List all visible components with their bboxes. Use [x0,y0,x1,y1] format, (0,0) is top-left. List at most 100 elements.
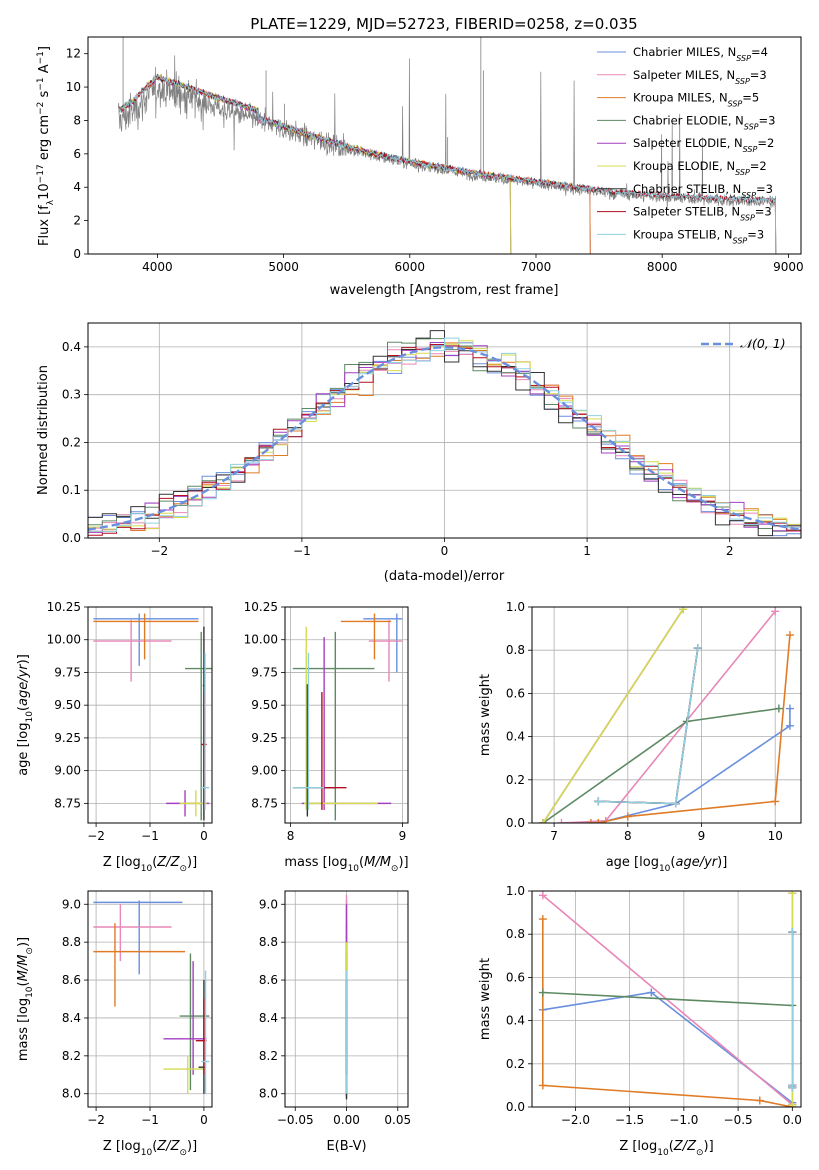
model-spectrum-3 [119,73,512,254]
panel-age_vs_mass: 8 9 8.75 9.00 9.25 9.50 9.75 10.00 10.25 mass [lo… [244,600,409,874]
y-tick-label: 0.4 [62,340,81,354]
weight-marker [538,1081,547,1090]
y-tick-label: 9.75 [251,665,278,679]
x-tick-label: −2 [150,544,168,558]
weight-marker [594,797,603,806]
y-tick-label: 10.00 [47,633,81,647]
weight-marker [693,644,702,653]
x-tick-label: −1.5 [615,1113,644,1127]
legend-entry: Kroupa ELODIE, NSSP=2 [633,159,767,177]
weight-marker [788,928,797,937]
weight-series-3 [538,988,797,1010]
y-tick-label: 0.6 [506,970,525,984]
y-tick-label: 9.00 [54,764,81,778]
y-tick-label: 2 [73,214,81,228]
y-tick-label: 9.50 [251,698,278,712]
legend-entry: Chabrier MILES, NSSP=4 [633,45,768,63]
legend: Chabrier MILES, NSSP=4 Salpeter MILES, NS… [597,45,775,245]
plot-area-age_vs_Z [93,613,212,821]
x-axis-label: E(B-V) [326,1139,366,1154]
x-axis-label: mass [log10(M/M⊙)] [284,855,408,874]
observed-spectrum [117,55,776,211]
weight-marker [538,891,547,900]
weight-series-1 [538,891,797,1107]
x-tick-label: −1.0 [669,1113,698,1127]
x-tick-label: 5000 [268,260,299,274]
errorbar-7 [304,692,347,810]
axes-frame [87,36,802,255]
errorbar-5 [163,1055,204,1094]
x-tick-label: −1 [141,829,159,843]
errorbar-5 [304,626,378,810]
errorbar-3 [185,631,212,821]
y-axis-label: mass weight [478,674,493,756]
errorbar-1 [93,904,172,962]
y-tick-label: 8.6 [62,973,81,987]
y-tick-label: 8.8 [62,935,81,949]
y-tick-label: 0.6 [506,686,525,700]
y-axis-label: age [log10(age/yr)] [16,654,35,776]
errorbar-4 [163,961,207,1075]
weight-series-2 [586,631,794,823]
y-tick-label: 8.4 [259,1011,278,1025]
y-tick-label: 4 [73,180,81,194]
figure-title: PLATE=1229, MJD=52723, FIBERID=0258, z=0… [250,15,637,33]
y-tick-label: 8.0 [62,1087,81,1101]
x-tick-label: 8 [287,829,295,843]
y-axis-label: Flux [fλ10−17 erg cm−2 s−1 A−1] [36,46,56,246]
weight-series-1 [557,607,780,823]
errorbar-0 [93,900,183,975]
weight-series-2 [538,915,797,1107]
weight-line [542,919,793,1107]
y-tick-label: 0.0 [62,531,81,545]
plot-area-age_vs_mass [292,613,403,821]
weight-line [591,635,791,823]
x-tick-label: 1 [583,544,591,558]
y-tick-label: 0.8 [506,643,525,657]
plot-area-residuals [88,330,801,537]
panel-mass_vs_Z: −2 −1 0 8.0 8.2 8.4 8.6 8.8 9.0 Z [log10(Z/Z⊙)] ma… [16,890,213,1158]
x-tick-label: 0 [200,829,208,843]
weight-marker [774,704,783,713]
y-tick-label: 9.25 [54,731,81,745]
x-tick-label: −2 [87,829,105,843]
y-tick-label: 0.3 [62,388,81,402]
y-tick-label: 0.2 [506,773,525,787]
axes-frame [531,890,802,1108]
y-tick-label: 0.4 [506,730,525,744]
errorbar-8 [201,652,210,810]
x-tick-label: 8000 [647,260,678,274]
x-tick-label: 9 [399,829,407,843]
x-axis-label: (data-model)/error [384,569,505,584]
y-tick-label: 0.4 [506,1014,525,1028]
panel-residuals: −2 −1 0 1 2 0.0 0.1 0.2 0.3 0.4 (data-model)/error… [36,322,802,584]
panel-age_vs_Z: −2 −1 0 8.75 9.00 9.25 9.50 9.75 10.00 10.25 Z [lo… [16,600,213,874]
y-tick-label: 8.75 [251,796,278,810]
x-axis-label: wavelength [Angstrom, rest frame] [330,283,559,298]
x-tick-label: 6000 [395,260,426,274]
axes-frame [284,606,409,824]
legend-entry: Chabrier ELODIE, NSSP=3 [633,113,775,130]
y-tick-label: 12 [66,47,81,61]
weight-marker [671,799,680,808]
model-spectrum-4 [119,75,512,254]
y-tick-label: 9.0 [259,897,278,911]
weight-series-8 [594,644,702,808]
x-tick-label: 0 [441,544,449,558]
x-tick-label: 2 [726,544,734,558]
legend-entry: Salpeter ELODIE, NSSP=2 [633,136,774,154]
normal-curve [88,346,801,531]
errorbar-8 [292,652,325,810]
weight-marker [586,819,595,823]
x-tick-label: −0.5 [724,1113,753,1127]
panel-mass_vs_ebv: −0.05 0.00 0.05 8.0 8.2 8.4 8.6 8.8 9.0 E(B-V) [259,890,411,1154]
residual-histogram-8 [88,337,801,532]
panel-weight_vs_Z: −2.0 −1.5 −1.0 −0.5 0.0 0.0 0.2 0.4 0.6 0.8 1.0 Z [… [478,884,802,1158]
weight-marker [538,915,547,924]
weight-series-7 [594,644,702,808]
weight-marker [788,1083,797,1092]
y-tick-label: 0.0 [506,1100,525,1114]
errorbar-0 [93,613,199,666]
weight-marker [594,819,603,823]
x-tick-label: 8 [624,829,632,843]
